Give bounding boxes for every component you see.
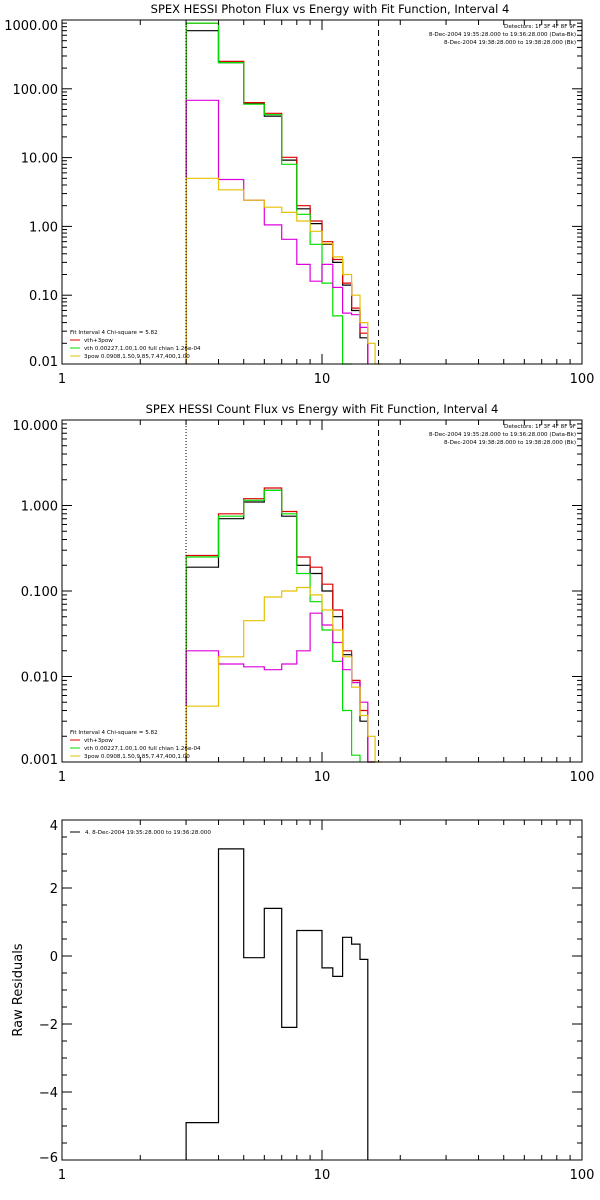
detector-info: Detectors: 1F 3F 4F 8F 9F 8-Dec-2004 19:… <box>429 424 576 446</box>
x-tick-label: 1 <box>58 770 66 785</box>
legend: 4. 8-Dec-2004 19:35:28.000 to 19:36:28.0… <box>70 830 211 836</box>
y-tick-label: 1.00 <box>29 220 58 235</box>
y-tick-label: 0.10 <box>29 289 58 304</box>
legend-header: Fit Interval 4 Chi-square = 5.82 <box>70 330 158 336</box>
detector-info: Detectors: 1F 3F 4F 8F 9F 8-Dec-2004 19:… <box>429 24 576 46</box>
x-tick-label: 1 <box>58 1168 66 1183</box>
legend-entry: vth 0.00227,1.00,1.00 full chian 1.26e-0… <box>84 346 201 352</box>
detector-line: Detectors: 1F 3F 4F 8F 9F <box>504 424 576 430</box>
detector-line: Detectors: 1F 3F 4F 8F 9F <box>504 24 576 30</box>
y-tick-label: −6 <box>39 1151 58 1166</box>
photon-flux-panel: SPEX HESSI Photon Flux vs Energy with Fi… <box>4 2 594 387</box>
legend-entry: 4. 8-Dec-2004 19:35:28.000 to 19:36:28.0… <box>85 830 211 836</box>
photon-flux-title: SPEX HESSI Photon Flux vs Energy with Fi… <box>151 2 510 16</box>
y-tick-label: 0.01 <box>29 355 58 370</box>
detector-line: 8-Dec-2004 19:35:28.000 to 19:36:28.000 … <box>429 432 576 438</box>
y-tick-label: 1.000 <box>21 500 58 515</box>
series-line <box>185 22 352 365</box>
y-tick-label: 100.00 <box>13 83 59 98</box>
x-tick-label: 1 <box>58 372 66 387</box>
series-line <box>185 586 382 763</box>
y-tick-label: 0.001 <box>21 753 58 768</box>
detector-line: 8-Dec-2004 19:38:28.000 to 19:38:28.000 … <box>444 440 576 446</box>
x-tick-label: 100 <box>570 1168 595 1183</box>
y-tick-label: 4 <box>50 819 58 834</box>
count-flux-panel: SPEX HESSI Count Flux vs Energy with Fit… <box>13 402 595 785</box>
y-tick-label: −4 <box>39 1086 58 1101</box>
series-line <box>185 99 369 364</box>
legend-entry: 3pow 0.0908,1.50,9.85,7.47,400,1.00 <box>84 754 190 760</box>
plot-frame <box>61 419 583 763</box>
legend: Fit Interval 4 Chi-square = 5.82 vth+3po… <box>70 730 201 760</box>
y-tick-label: 1000.00 <box>4 19 58 34</box>
series-line <box>185 177 382 365</box>
detector-line: 8-Dec-2004 19:38:28.000 to 19:38:28.000 … <box>444 40 576 46</box>
legend-header: Fit Interval 4 Chi-square = 5.82 <box>70 730 158 736</box>
y-tick-label: 0 <box>50 950 58 965</box>
y-tick-label: 2 <box>50 882 58 897</box>
count-flux-title: SPEX HESSI Count Flux vs Energy with Fit… <box>146 402 499 416</box>
legend: Fit Interval 4 Chi-square = 5.82 vth+3po… <box>70 330 201 360</box>
legend-entry: vth+3pow <box>84 338 113 344</box>
plot-frame <box>61 819 583 1161</box>
plot-frame <box>61 19 583 365</box>
y-tick-label: 10.00 <box>21 152 58 167</box>
legend-entry: vth 0.00227,1.00,1.00 full chian 1.26e-0… <box>84 746 201 752</box>
series-line <box>185 848 369 1160</box>
series-line <box>185 489 361 762</box>
detector-line: 8-Dec-2004 19:35:28.000 to 19:36:28.000 … <box>429 32 576 38</box>
legend-entry: vth+3pow <box>84 738 113 744</box>
y-axis-label: Raw Residuals <box>11 943 26 1036</box>
residuals-panel: 1 10 100 −6 −4 −2 0 2 4 Raw Residuals 4. 8-Dec-2… <box>11 819 594 1183</box>
x-tick-label: 10 <box>314 372 331 387</box>
x-tick-label: 100 <box>570 770 595 785</box>
legend-entry: 3pow 0.0908,1.50,9.85,7.47,400,1.00 <box>84 354 190 360</box>
y-tick-label: 0.100 <box>21 585 58 600</box>
x-tick-label: 10 <box>314 770 331 785</box>
y-tick-label: −2 <box>39 1018 58 1033</box>
y-tick-label: 0.010 <box>21 671 58 686</box>
y-tick-label: 10.000 <box>13 419 59 434</box>
x-tick-label: 10 <box>314 1168 331 1183</box>
x-tick-label: 100 <box>570 372 595 387</box>
